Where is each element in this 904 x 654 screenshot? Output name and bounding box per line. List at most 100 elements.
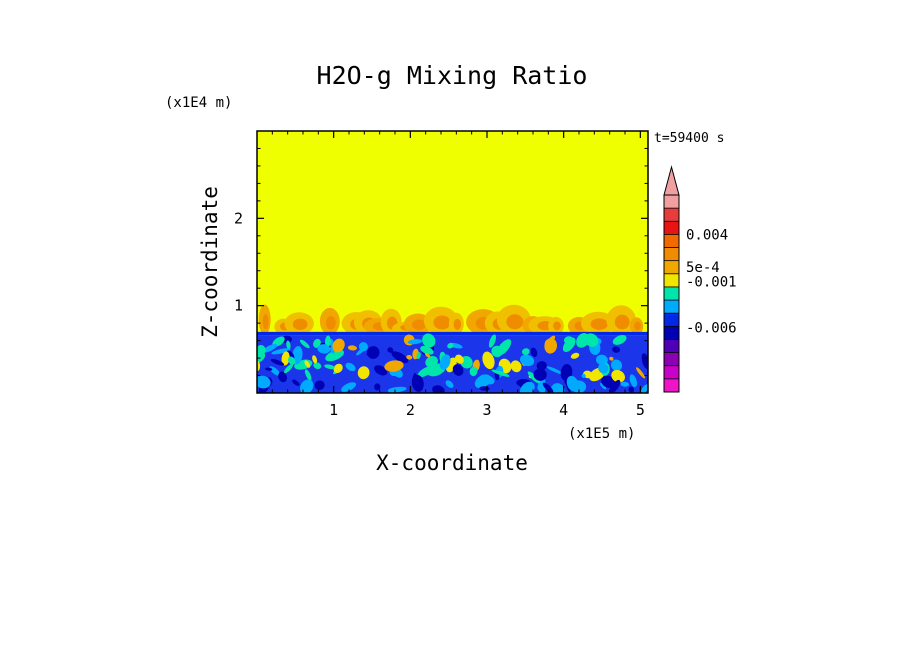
chart-title: H2O-g Mixing Ratio xyxy=(317,61,588,90)
turbulence-cell xyxy=(533,368,547,381)
turbulence-cell xyxy=(611,369,625,383)
cloud-plume-core xyxy=(553,321,561,331)
turbulence-cell xyxy=(598,363,609,374)
cloud-plume-core xyxy=(453,318,462,331)
turbulence-cell xyxy=(536,361,547,371)
turbulence-cell xyxy=(496,339,512,356)
turbulence-cell xyxy=(609,356,614,361)
colorbar-swatch xyxy=(664,234,679,248)
turbulence-cell xyxy=(530,347,538,357)
turbulence-cell xyxy=(566,375,579,392)
cloud-plume-core xyxy=(292,318,308,330)
colorbar-swatch xyxy=(664,247,679,262)
turbulence-cell xyxy=(454,354,464,364)
turbulence-cell xyxy=(284,363,294,374)
turbulence-cell xyxy=(491,369,510,377)
x-tick-label: 1 xyxy=(329,401,338,419)
turbulence-cell xyxy=(278,371,287,383)
colorbar-label: 0.004 xyxy=(686,227,728,243)
turbulence-cell xyxy=(333,363,343,374)
cloud-plumes xyxy=(258,304,644,335)
colorbar-swatch xyxy=(664,300,679,314)
colorbar-swatch xyxy=(664,339,679,353)
turbulence-cell xyxy=(474,374,491,389)
turbulence-cell xyxy=(384,360,404,372)
turbulence-cell xyxy=(519,354,535,367)
turbulence-cell xyxy=(417,365,435,378)
turbulence-cell xyxy=(312,355,318,364)
colorbar-label: -0.006 xyxy=(686,321,737,337)
y-scale-label: (x1E4 m) xyxy=(165,95,232,111)
turbulence-cell xyxy=(367,346,380,359)
colorbar-label: 5e-4 xyxy=(686,260,720,276)
turbulence-cell xyxy=(609,379,621,393)
x-scale-label: (x1E5 m) xyxy=(568,426,635,442)
turbulence-cell xyxy=(599,383,607,390)
turbulence-cell xyxy=(391,351,409,364)
turbulence-cell xyxy=(257,345,266,356)
turbulence-cell xyxy=(510,360,522,373)
colorbar-swatch xyxy=(664,221,679,235)
turbulence-cell xyxy=(288,356,296,365)
turbulence-cell xyxy=(257,375,271,389)
cloud-plume-core xyxy=(325,316,336,330)
turbulence-cell xyxy=(447,342,454,349)
turbulence-cell xyxy=(581,373,586,378)
turbulence-cell xyxy=(469,366,478,377)
turbulence-cell xyxy=(265,367,273,371)
turbulence-cell xyxy=(304,360,311,368)
turbulence-cell xyxy=(314,380,325,391)
turbulence-cell xyxy=(420,345,434,355)
turbulence-cell xyxy=(347,345,358,351)
turbulence-cell xyxy=(620,381,630,387)
turbulence-cell xyxy=(387,347,394,353)
turbulence-cell xyxy=(596,354,608,366)
turbulence-cell xyxy=(262,343,278,353)
turbulence-cell xyxy=(629,374,637,388)
colorbar-swatch xyxy=(664,352,679,367)
colorbar-frame xyxy=(663,194,680,393)
turbulence-cell xyxy=(445,380,454,388)
cloud-plume-core xyxy=(433,315,451,330)
colorbar-swatch xyxy=(664,273,679,288)
time-label: t=59400 s xyxy=(654,131,724,146)
turbulence-cell xyxy=(424,352,431,358)
turbulence-cell xyxy=(544,338,556,350)
turbulence-cell xyxy=(345,362,356,372)
turbulence-cell xyxy=(406,354,413,360)
x-axis-label: X-coordinate xyxy=(376,451,528,475)
turbulence-cell xyxy=(358,342,368,352)
turbulence-cell xyxy=(422,333,436,348)
colorbar-swatch xyxy=(664,260,679,275)
turbulence-cell xyxy=(628,386,634,393)
cloud-plume-core xyxy=(614,314,630,330)
colorbar-swatch xyxy=(664,208,679,222)
turbulence-cell xyxy=(407,339,423,345)
x-tick-label: 5 xyxy=(636,401,645,419)
turbulence-cell xyxy=(387,386,407,393)
turbulence-cell xyxy=(317,344,331,354)
turbulence-cell xyxy=(452,364,464,376)
turbulence-cell xyxy=(612,346,621,353)
turbulence-cell xyxy=(269,366,281,376)
turbulence-cell xyxy=(546,366,564,375)
turbulence-cell xyxy=(325,349,345,362)
x-tick-label: 2 xyxy=(406,401,415,419)
y-axis-label: Z-coordinate xyxy=(198,186,222,338)
colorbar-swatch xyxy=(664,326,679,340)
cloud-plume-core xyxy=(262,314,269,330)
turbulence-cell xyxy=(299,339,310,349)
turbulence-cell xyxy=(641,384,648,393)
turbulence-cell xyxy=(341,382,357,392)
colorbar-swatch xyxy=(664,313,679,327)
turbulence-cell xyxy=(636,367,646,379)
turbulence-cell xyxy=(374,383,381,391)
cloud-plume-core xyxy=(590,318,608,330)
cloud-plume-core xyxy=(634,321,641,331)
turbulence-cell xyxy=(257,360,261,372)
turbulence-cell xyxy=(324,335,331,348)
turbulence-cell xyxy=(313,362,322,370)
turbulence-cell xyxy=(542,382,554,393)
cloud-plume-core xyxy=(411,319,427,331)
